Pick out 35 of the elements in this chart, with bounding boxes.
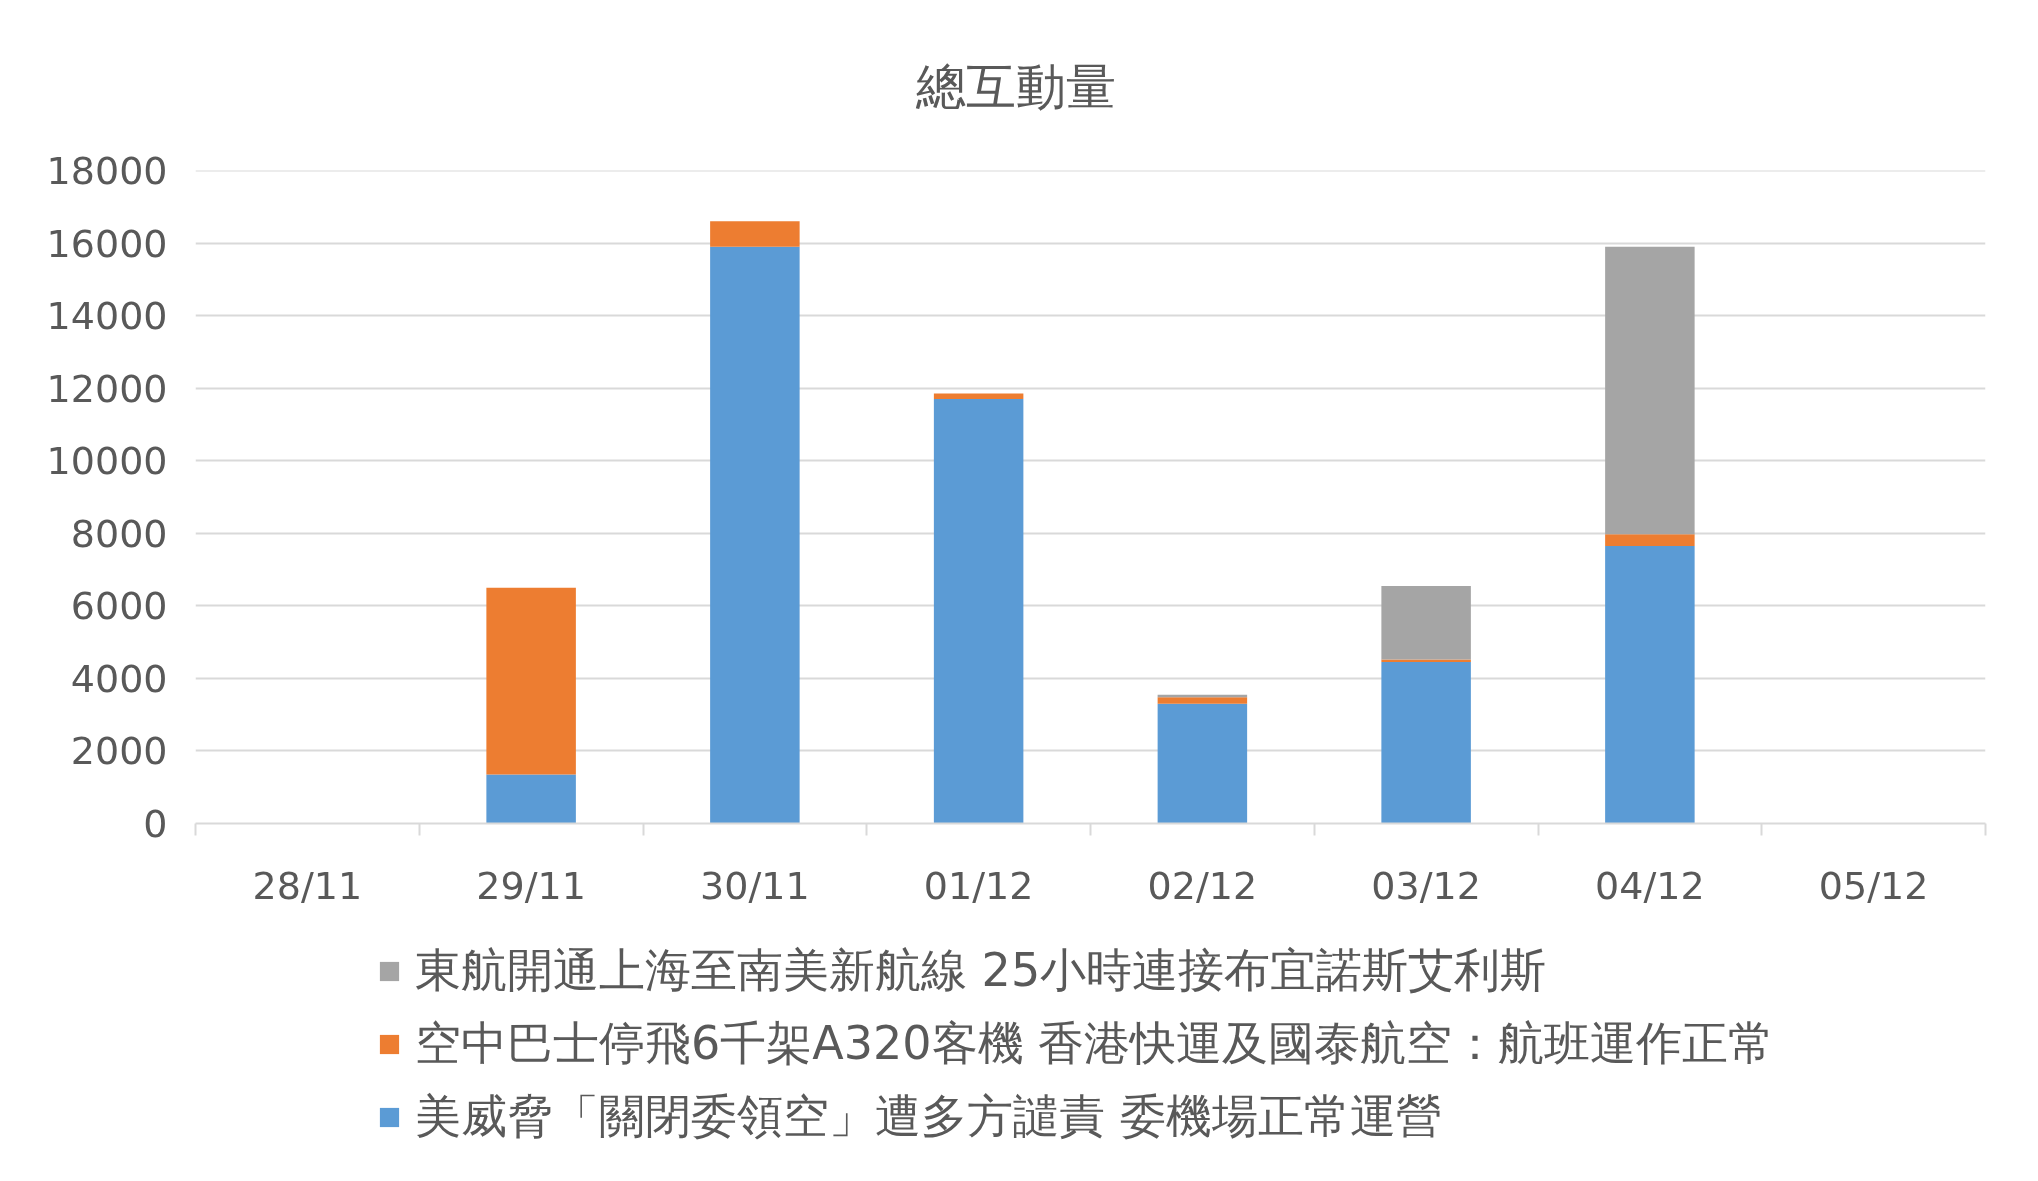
y-tick-label: 14000 <box>46 294 168 339</box>
bar <box>1605 534 1695 546</box>
x-tick-label: 02/12 <box>1147 863 1258 908</box>
y-tick-label: 4000 <box>70 656 168 701</box>
bar <box>1157 697 1248 704</box>
bar <box>1381 585 1471 660</box>
legend-label: 東航開通上海至南美新航線 25小時連接布宜諾斯艾利斯 <box>415 942 1547 999</box>
x-tick-label: 01/12 <box>923 863 1034 908</box>
bar <box>1605 545 1695 824</box>
y-tick-label: 18000 <box>46 149 168 193</box>
x-tick-label: 28/11 <box>252 863 363 908</box>
bar <box>933 399 1024 824</box>
x-tick-label: 04/12 <box>1595 863 1705 908</box>
y-tick-label: 2000 <box>70 729 168 774</box>
bar <box>1157 703 1248 824</box>
x-tick-label: 03/12 <box>1371 863 1481 908</box>
bar <box>1381 662 1471 824</box>
x-tick-label: 29/11 <box>476 863 586 908</box>
legend-label: 空中巴士停飛6千架A320客機 香港快運及國泰航空：航班運作正常 <box>415 1015 1775 1072</box>
x-tick-label: 05/12 <box>1818 863 1929 908</box>
x-tick-label: 30/11 <box>700 863 810 908</box>
y-tick-label: 10000 <box>46 439 168 484</box>
y-tick-label: 12000 <box>46 366 168 411</box>
legend-label: 美威脅「關閉委領空」遭多方譴責 委機場正常運營 <box>415 1088 1442 1145</box>
bar <box>933 393 1024 400</box>
bar <box>710 221 800 247</box>
bar <box>1605 246 1695 535</box>
bar <box>486 587 576 775</box>
bar <box>710 246 800 824</box>
y-tick-label: 0 <box>143 802 168 846</box>
chart-title: 總互動量 <box>914 57 1116 116</box>
y-tick-label: 16000 <box>46 221 168 266</box>
y-tick-label: 6000 <box>70 584 168 629</box>
bar <box>486 774 576 824</box>
y-tick-label: 8000 <box>70 511 168 556</box>
